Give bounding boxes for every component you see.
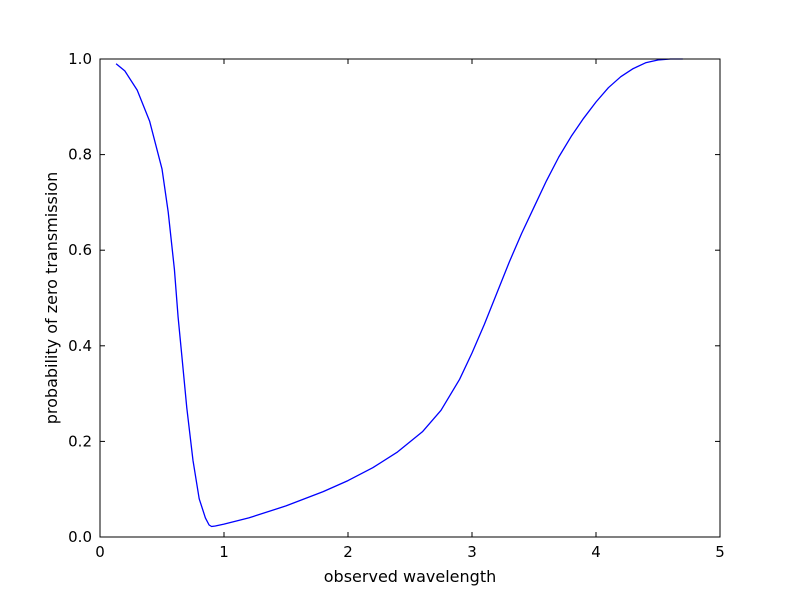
y-tick-label: 0.0 <box>68 528 92 546</box>
series-layer <box>115 58 683 528</box>
y-tick-label: 0.2 <box>68 432 92 450</box>
x-tick-label: 5 <box>715 543 725 561</box>
x-tick-label: 3 <box>467 543 477 561</box>
plot-area <box>100 59 720 537</box>
y-tick-label: 0.6 <box>68 241 92 259</box>
y-tick-label: 0.8 <box>68 146 92 164</box>
series-line <box>115 58 683 528</box>
y-tick-label: 1.0 <box>68 50 92 68</box>
x-tick-label: 0 <box>95 543 105 561</box>
x-tick-label: 4 <box>591 543 601 561</box>
y-axis-label: probability of zero transmission <box>42 172 61 425</box>
x-tick-label: 2 <box>343 543 353 561</box>
plot-frame <box>99 58 721 538</box>
x-tick-label: 1 <box>219 543 229 561</box>
ticks-layer: 0 1 2 3 4 5 0.0 0.2 0.4 0.6 0.8 1.0 <box>68 50 725 561</box>
x-axis-label: observed wavelength <box>324 567 496 586</box>
y-tick-label: 0.4 <box>68 337 92 355</box>
